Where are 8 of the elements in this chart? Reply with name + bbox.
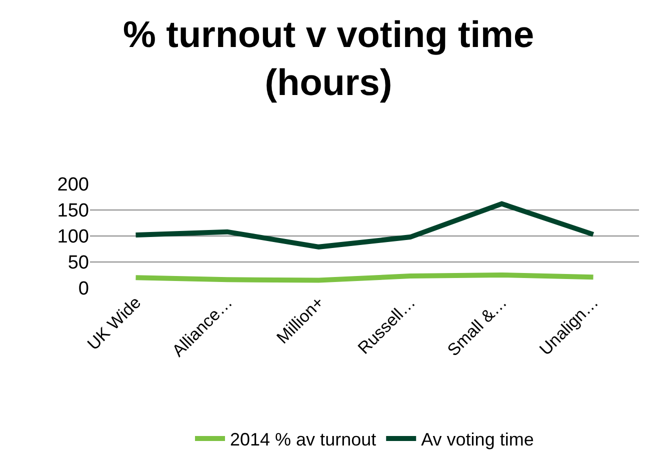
chart-title: % turnout v voting time (hours) bbox=[122, 14, 534, 103]
y-tick-label: 150 bbox=[57, 200, 89, 222]
y-tick-label: 100 bbox=[57, 226, 89, 248]
legend-label: Av voting time bbox=[421, 429, 534, 450]
y-tick-label: 200 bbox=[57, 174, 89, 196]
y-tick-label: 0 bbox=[78, 278, 89, 300]
y-tick-label: 50 bbox=[68, 252, 89, 274]
legend-label: 2014 % av turnout bbox=[230, 429, 376, 450]
